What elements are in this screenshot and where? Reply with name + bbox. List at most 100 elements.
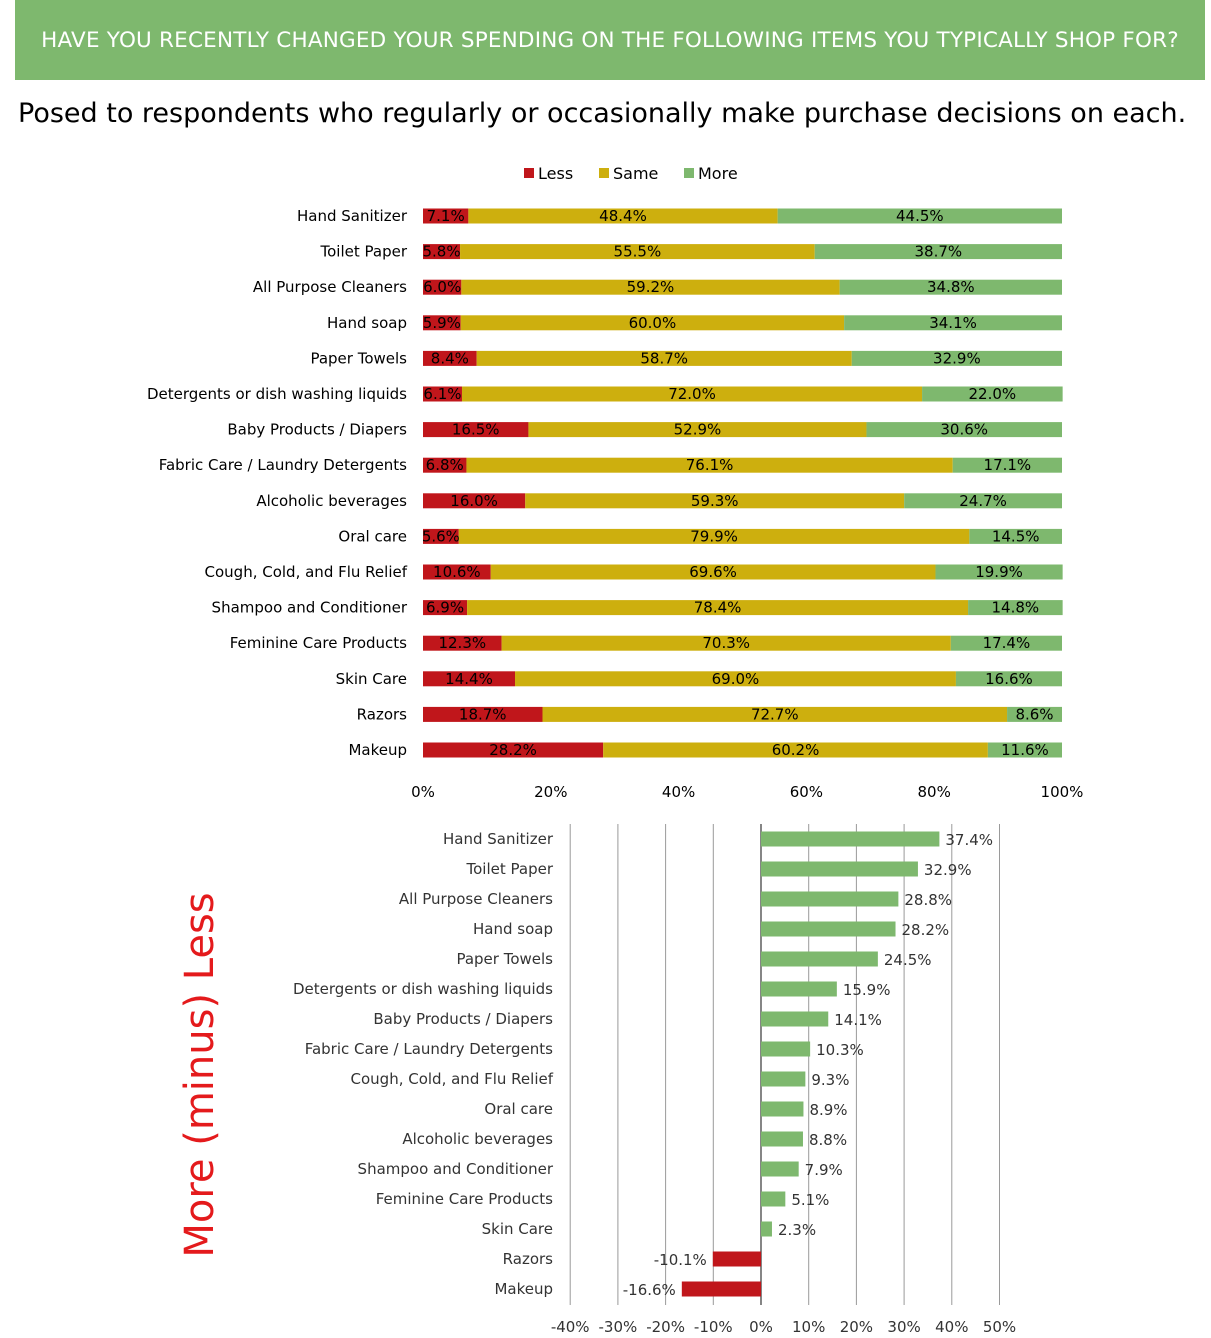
bar-segment-more bbox=[866, 422, 1062, 438]
data-label-less: 7.1% bbox=[427, 207, 465, 225]
x-tick-label: -20% bbox=[646, 1318, 685, 1336]
bar-segment-less bbox=[423, 386, 462, 402]
data-label-less: 28.2% bbox=[489, 741, 537, 759]
legend-swatch-more bbox=[684, 168, 694, 178]
data-label-same: 48.4% bbox=[599, 207, 647, 225]
bar-segment-same bbox=[501, 635, 951, 651]
bar-segment-less bbox=[423, 457, 467, 473]
bar-segment-more bbox=[851, 350, 1062, 366]
data-label-more: 14.8% bbox=[992, 599, 1040, 617]
data-label: 5.1% bbox=[791, 1191, 829, 1209]
data-label-more: 14.5% bbox=[992, 527, 1040, 545]
category-label: Cough, Cold, and Flu Relief bbox=[205, 563, 408, 581]
x-tick-label: -30% bbox=[599, 1318, 638, 1336]
data-label-more: 17.4% bbox=[983, 634, 1031, 652]
category-label: Makeup bbox=[494, 1280, 553, 1298]
data-label-more: 16.6% bbox=[985, 670, 1033, 688]
x-tick-label: 80% bbox=[918, 783, 951, 801]
net-bar bbox=[761, 1221, 772, 1237]
side-axis-label: More (minus) Less bbox=[177, 892, 223, 1258]
bar-segment-more bbox=[952, 457, 1062, 473]
data-label: -10.1% bbox=[654, 1251, 707, 1269]
legend-swatch-same bbox=[599, 168, 609, 178]
data-label-same: 69.0% bbox=[712, 670, 760, 688]
bar-segment-more bbox=[950, 635, 1062, 651]
data-label-more: 8.6% bbox=[1015, 705, 1053, 723]
data-label-same: 78.4% bbox=[694, 599, 742, 617]
data-label-less: 16.5% bbox=[452, 421, 500, 439]
data-label-same: 72.7% bbox=[751, 705, 799, 723]
data-label-same: 76.1% bbox=[686, 456, 734, 474]
category-label: Hand Sanitizer bbox=[443, 830, 554, 848]
data-label-more: 34.1% bbox=[929, 314, 977, 332]
bar-segment-less bbox=[423, 671, 516, 687]
net-bar bbox=[761, 831, 940, 847]
bar-segment-less bbox=[423, 350, 477, 366]
data-label-same: 52.9% bbox=[674, 421, 722, 439]
data-label-more: 22.0% bbox=[969, 385, 1017, 403]
data-label-less: 5.9% bbox=[423, 314, 461, 332]
data-label-more: 11.6% bbox=[1001, 741, 1049, 759]
data-label-less: 12.3% bbox=[438, 634, 486, 652]
bar-segment-more bbox=[904, 493, 1062, 509]
bar-segment-less bbox=[423, 635, 502, 651]
bar-segment-more bbox=[987, 742, 1062, 758]
bar-segment-same bbox=[466, 457, 953, 473]
category-label: Feminine Care Products bbox=[376, 1190, 553, 1208]
legend-swatch-less bbox=[524, 168, 534, 178]
x-tick-label: 10% bbox=[792, 1318, 825, 1336]
data-label-less: 14.4% bbox=[445, 670, 493, 688]
bar-segment-more bbox=[968, 600, 1063, 616]
net-bar bbox=[761, 1191, 786, 1207]
bar-segment-more bbox=[955, 671, 1062, 687]
category-label: Razors bbox=[503, 1250, 554, 1268]
title-banner: HAVE YOU RECENTLY CHANGED YOUR SPENDING … bbox=[15, 0, 1205, 80]
bar-segment-less bbox=[423, 315, 461, 331]
data-label-same: 58.7% bbox=[640, 349, 688, 367]
x-tick-label: 0% bbox=[411, 783, 435, 801]
bar-segment-less bbox=[423, 528, 459, 544]
data-label: 28.8% bbox=[904, 891, 952, 909]
bar-segment-same bbox=[603, 742, 988, 758]
x-tick-label: 50% bbox=[983, 1318, 1016, 1336]
data-label-less: 10.6% bbox=[433, 563, 481, 581]
category-label: Paper Towels bbox=[456, 950, 553, 968]
net-bar bbox=[761, 1071, 806, 1087]
bar-segment-same bbox=[461, 279, 840, 295]
category-label: Fabric Care / Laundry Detergents bbox=[159, 456, 407, 474]
category-label: Detergents or dish washing liquids bbox=[293, 980, 553, 998]
bar-segment-more bbox=[922, 386, 1063, 402]
x-tick-label: 40% bbox=[662, 783, 695, 801]
category-label: Makeup bbox=[348, 741, 407, 759]
data-label-same: 60.0% bbox=[629, 314, 677, 332]
data-label-more: 30.6% bbox=[940, 421, 988, 439]
bar-segment-less bbox=[423, 244, 461, 260]
bar-segment-more bbox=[839, 279, 1062, 295]
data-label: 24.5% bbox=[884, 951, 932, 969]
bar-segment-less bbox=[423, 564, 491, 580]
legend-label-more: More bbox=[698, 164, 738, 183]
data-label-same: 79.9% bbox=[690, 527, 738, 545]
data-label-more: 32.9% bbox=[933, 349, 981, 367]
legend-label-same: Same bbox=[613, 164, 658, 183]
net-bar bbox=[761, 861, 918, 877]
bar-segment-less bbox=[423, 279, 462, 295]
bar-segment-less bbox=[423, 706, 543, 722]
x-tick-label: 20% bbox=[534, 783, 567, 801]
category-label: Toilet Paper bbox=[466, 860, 554, 878]
data-label: 32.9% bbox=[924, 861, 972, 879]
stacked-bar-chart: Less Same More Hand Sanitizer 7.1% 48.4% 44.5%… bbox=[147, 164, 1083, 801]
net-bar bbox=[761, 891, 899, 907]
data-label-more: 38.7% bbox=[915, 243, 963, 261]
data-label-more: 17.1% bbox=[984, 456, 1032, 474]
category-label: Toilet Paper bbox=[320, 243, 408, 261]
category-label: Feminine Care Products bbox=[230, 634, 407, 652]
x-tick-label: -10% bbox=[694, 1318, 733, 1336]
data-label: 14.1% bbox=[834, 1011, 882, 1029]
bar-segment-same bbox=[490, 564, 936, 580]
data-label-more: 24.7% bbox=[959, 492, 1007, 510]
category-label: Razors bbox=[357, 705, 408, 723]
category-label: Shampoo and Conditioner bbox=[212, 599, 408, 617]
bar-segment-same bbox=[467, 600, 969, 616]
bar-segment-same bbox=[515, 671, 956, 687]
